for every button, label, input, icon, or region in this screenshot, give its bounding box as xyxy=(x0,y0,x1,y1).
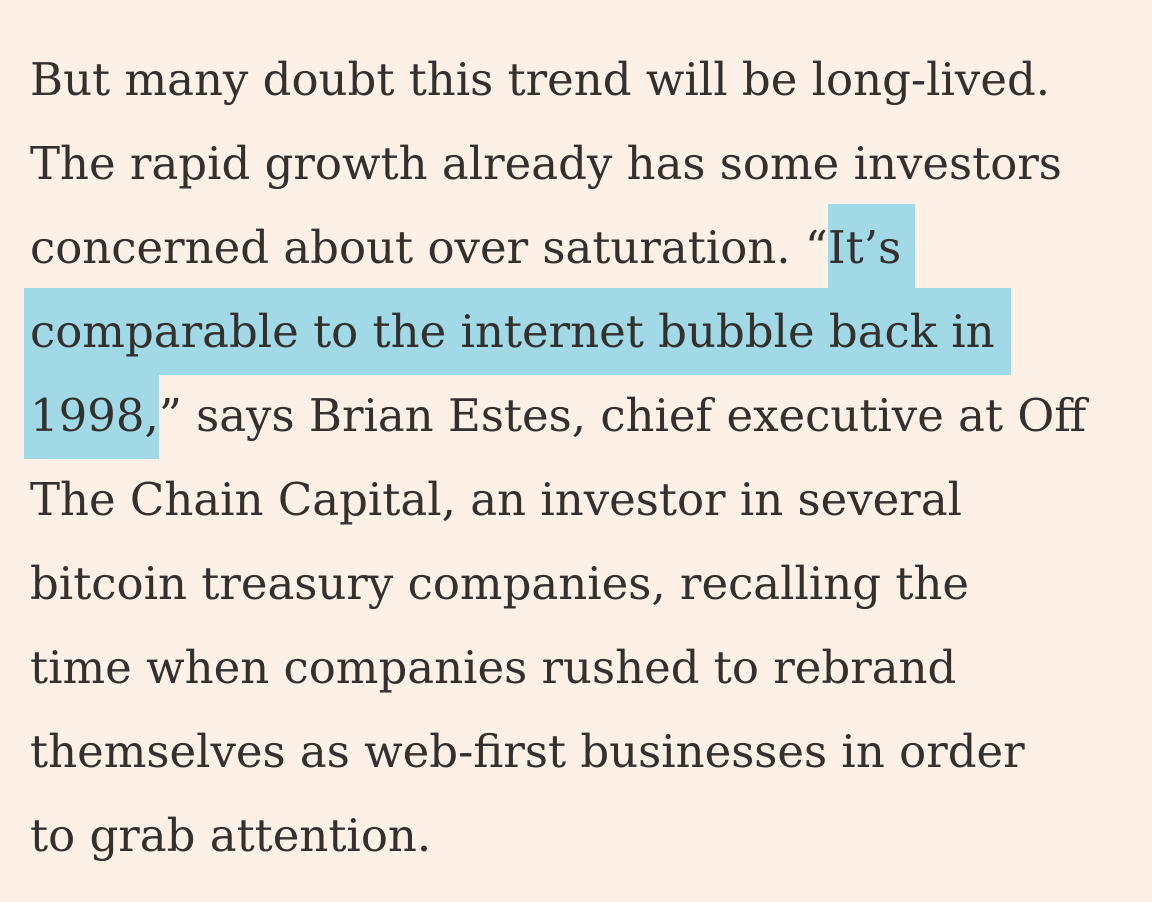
text-segment: ” says Brian Estes, chief executive at O… xyxy=(158,389,1087,442)
text-segment: concerned about over saturation. “ xyxy=(30,221,828,274)
text-line: bitcoin treasury companies, recalling th… xyxy=(30,557,970,610)
text-line: 1998,” says Brian Estes, chief executive… xyxy=(24,372,1140,459)
text-line: The rapid growth already has some invest… xyxy=(30,137,1062,190)
text-line: time when companies rushed to rebrand xyxy=(30,641,957,694)
text-line: But many doubt this trend will be long-l… xyxy=(30,53,1051,106)
text-line: themselves as web-first businesses in or… xyxy=(30,725,1025,778)
article-paragraph: But many doubt this trend will be long-l… xyxy=(24,38,1140,878)
highlighted-quote[interactable]: comparable to the internet bubble back i… xyxy=(24,288,1011,375)
text-line: The Chain Capital, an investor in severa… xyxy=(30,473,963,526)
highlighted-quote[interactable]: 1998, xyxy=(24,372,159,459)
text-line: concerned about over saturation. “It’s xyxy=(30,204,1140,291)
article-body: But many doubt this trend will be long-l… xyxy=(24,38,1140,878)
text-line: comparable to the internet bubble back i… xyxy=(24,288,1140,375)
highlighted-quote[interactable]: It’s xyxy=(827,204,916,291)
text-line: to grab attention. xyxy=(30,809,432,862)
